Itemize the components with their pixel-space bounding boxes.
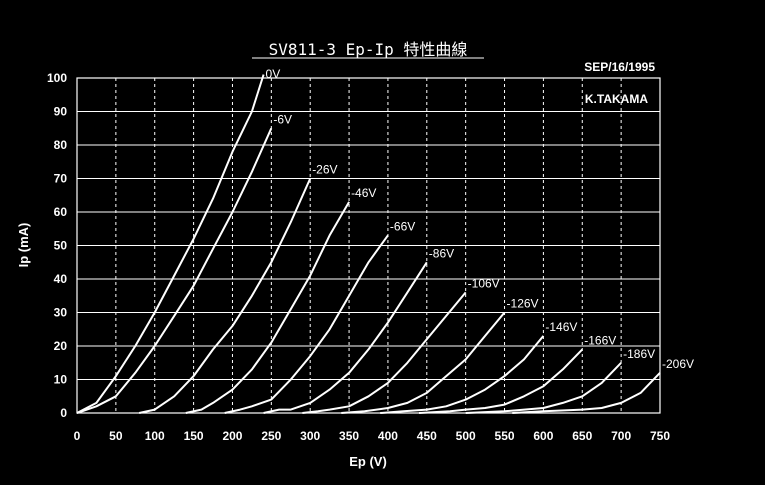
x-tick-labels: 0 50 100 150 200 250 300 350 400 450 500 550 600 650 7… bbox=[74, 429, 671, 443]
grid-voltage-labels: 0V -6V -26V -46V -66V -86V -106V -126V -146V -166… bbox=[266, 67, 694, 371]
x-tick-label-650: 650 bbox=[572, 429, 592, 443]
curve-11 bbox=[512, 372, 661, 414]
curve-10 bbox=[465, 362, 622, 414]
y-tick-label-90: 90 bbox=[54, 105, 68, 119]
curve-label-5: -86V bbox=[429, 246, 454, 260]
curve-label-2: -26V bbox=[312, 163, 337, 177]
y-tick-label-0: 0 bbox=[60, 406, 67, 420]
x-tick-label-100: 100 bbox=[145, 429, 165, 443]
curve-label-9: -166V bbox=[584, 333, 616, 347]
y-tick-label-10: 10 bbox=[54, 373, 68, 387]
x-tick-label-150: 150 bbox=[184, 429, 204, 443]
x-tick-label-50: 50 bbox=[109, 429, 123, 443]
x-tick-label-300: 300 bbox=[300, 429, 320, 443]
chart-title: SV811-3 Ep-Ip 特性曲線 bbox=[269, 40, 468, 59]
curve-6 bbox=[302, 291, 467, 414]
x-tick-label-0: 0 bbox=[74, 429, 81, 443]
y-tick-labels: 0 10 20 30 40 50 60 70 80 90 100 bbox=[47, 71, 67, 420]
curve-8 bbox=[380, 335, 545, 414]
y-tick-label-70: 70 bbox=[54, 172, 68, 186]
x-tick-label-400: 400 bbox=[378, 429, 398, 443]
curve-4 bbox=[224, 234, 389, 414]
grid bbox=[77, 77, 661, 413]
y-tick-label-40: 40 bbox=[54, 272, 68, 286]
curve-2 bbox=[138, 178, 312, 414]
author-label: K.TAKAMA bbox=[585, 92, 648, 106]
x-tick-label-700: 700 bbox=[611, 429, 631, 443]
date-label: SEP/16/1995 bbox=[584, 60, 655, 74]
y-tick-label-50: 50 bbox=[54, 239, 68, 253]
curve-1 bbox=[76, 127, 273, 414]
x-axis-label: Ep (V) bbox=[349, 454, 387, 469]
x-tick-label-750: 750 bbox=[650, 429, 670, 443]
curve-label-0: 0V bbox=[266, 67, 281, 81]
x-tick-label-200: 200 bbox=[222, 429, 242, 443]
curve-label-8: -146V bbox=[545, 320, 577, 334]
curve-3 bbox=[185, 201, 350, 414]
y-tick-label-60: 60 bbox=[54, 205, 68, 219]
curve-label-10: -186V bbox=[623, 347, 655, 361]
y-tick-label-80: 80 bbox=[54, 138, 68, 152]
plate-curves bbox=[76, 74, 661, 414]
curve-label-3: -46V bbox=[351, 186, 376, 200]
x-tick-label-250: 250 bbox=[261, 429, 281, 443]
x-tick-label-450: 450 bbox=[417, 429, 437, 443]
y-tick-label-30: 30 bbox=[54, 306, 68, 320]
x-tick-label-550: 550 bbox=[495, 429, 515, 443]
plot-frame bbox=[76, 77, 661, 414]
y-tick-label-20: 20 bbox=[54, 339, 68, 353]
curve-label-6: -106V bbox=[468, 276, 500, 290]
curve-9 bbox=[418, 348, 584, 414]
axes bbox=[76, 77, 661, 414]
curve-0 bbox=[76, 74, 265, 414]
curve-label-1: -6V bbox=[273, 112, 292, 126]
curve-label-4: -66V bbox=[390, 219, 415, 233]
curve-7 bbox=[341, 311, 506, 414]
curve-label-11: -206V bbox=[662, 357, 694, 371]
x-tick-label-500: 500 bbox=[456, 429, 476, 443]
x-tick-label-350: 350 bbox=[339, 429, 359, 443]
curve-5 bbox=[263, 261, 428, 414]
y-tick-label-100: 100 bbox=[47, 71, 67, 85]
curve-label-7: -126V bbox=[507, 297, 539, 311]
y-axis-label: Ip (mA) bbox=[16, 223, 31, 268]
x-tick-label-600: 600 bbox=[533, 429, 553, 443]
